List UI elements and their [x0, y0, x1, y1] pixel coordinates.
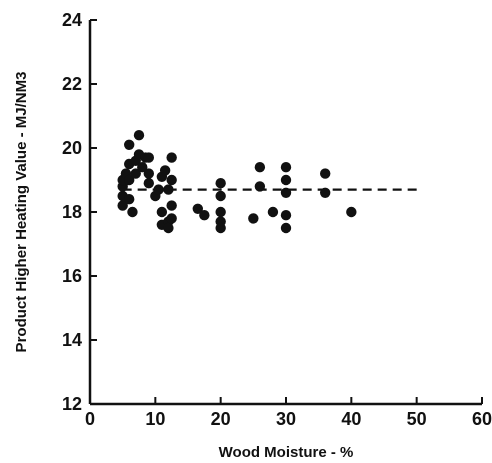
data-point: [117, 200, 128, 211]
data-point: [133, 130, 145, 141]
data-point: [215, 178, 226, 189]
data-point: [215, 206, 226, 218]
data-point: [267, 206, 279, 218]
data-point: [280, 210, 292, 221]
data-point: [143, 178, 154, 189]
y-tick-label: 24: [62, 10, 82, 30]
data-point: [127, 206, 138, 218]
data-point: [166, 152, 177, 163]
data-point: [153, 184, 164, 195]
y-axis-title: Product Higher Heating Value - MJ/NM3: [13, 72, 30, 353]
data-point: [163, 222, 174, 234]
data-point: [143, 152, 154, 163]
data-point: [248, 213, 259, 224]
data-points: [117, 130, 357, 234]
data-point: [163, 184, 174, 195]
x-axis-title: Wood Moisture - %: [219, 444, 354, 461]
data-point: [166, 174, 177, 186]
y-tick-label: 22: [62, 74, 82, 94]
data-point: [320, 187, 331, 198]
y-tick-label: 12: [62, 394, 82, 414]
axis-ticks: 12 14 16 18 20 22 24 0 10 20 30 40 50 60: [62, 10, 492, 429]
data-point: [320, 168, 331, 179]
data-point: [166, 213, 177, 224]
y-tick-label: 20: [62, 138, 82, 158]
x-tick-label: 40: [341, 409, 361, 429]
data-point: [346, 206, 357, 218]
data-point: [192, 203, 203, 214]
data-point: [280, 222, 292, 234]
data-point: [156, 206, 168, 218]
data-point: [166, 200, 177, 211]
x-tick-label: 30: [276, 409, 296, 429]
data-point: [199, 210, 210, 221]
data-point: [159, 165, 171, 176]
x-tick-label: 10: [145, 409, 165, 429]
y-tick-label: 18: [62, 202, 82, 222]
data-point: [280, 187, 292, 198]
x-tick-label: 50: [407, 409, 427, 429]
data-point: [143, 168, 154, 179]
y-tick-label: 16: [62, 266, 82, 286]
x-tick-label: 0: [85, 409, 95, 429]
data-point: [130, 168, 141, 179]
data-point: [124, 139, 135, 150]
x-tick-label: 60: [472, 409, 492, 429]
data-point: [254, 162, 266, 173]
data-point: [254, 181, 266, 192]
x-tick-label: 20: [211, 409, 231, 429]
data-point: [215, 222, 226, 234]
data-point: [137, 162, 148, 173]
data-point: [215, 190, 226, 202]
y-tick-label: 14: [62, 330, 82, 350]
data-point: [124, 194, 135, 205]
data-point: [280, 162, 292, 173]
data-point: [280, 174, 292, 186]
data-point: [124, 174, 135, 186]
